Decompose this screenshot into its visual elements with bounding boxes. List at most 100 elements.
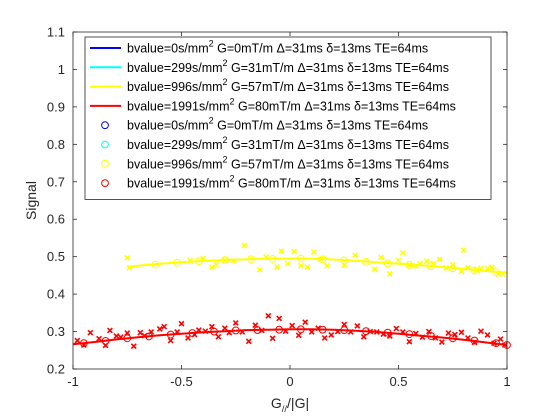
fit-point — [492, 339, 501, 348]
measured-point — [393, 325, 400, 332]
measured-point — [460, 247, 467, 254]
measured-point — [445, 330, 452, 337]
measured-point — [417, 260, 424, 267]
measured-point — [291, 248, 298, 255]
measured-point — [195, 327, 202, 334]
measured-point — [464, 264, 471, 271]
y-tick-label: 0.2 — [47, 362, 65, 377]
y-tick-label: 0.4 — [47, 287, 65, 302]
fit-point — [268, 255, 277, 263]
measured-point — [406, 261, 413, 268]
measured-point — [221, 257, 228, 264]
measured-point — [124, 254, 131, 261]
data-layer — [72, 242, 511, 350]
legend-label-rest: G=31mT/m Δ=31ms δ=13ms TE=64ms — [228, 61, 449, 75]
measured-point — [458, 329, 465, 336]
measured-point — [113, 333, 120, 340]
y-tick-label: 0.7 — [47, 174, 65, 189]
measured-point — [102, 342, 109, 349]
measured-point — [278, 248, 285, 255]
measured-point — [96, 335, 103, 342]
legend-label: bvalue=0s/mm2 G=0mT/m Δ=31ms δ=13ms TE=6… — [127, 39, 428, 56]
measured-point — [386, 270, 393, 277]
y-tick-label: 0.5 — [47, 249, 65, 264]
legend-label-rest: G=80mT/m Δ=31ms δ=13ms TE=64ms — [235, 99, 456, 113]
legend-entry: bvalue=1991s/mm2 G=80mT/m Δ=31ms δ=13ms … — [101, 174, 456, 191]
measured-point — [124, 330, 131, 337]
x-tick-label: -1 — [67, 374, 79, 389]
legend-circle-swatch — [101, 159, 109, 168]
measured-point — [473, 267, 480, 274]
measured-point — [241, 242, 248, 249]
x-tick-label: 0.5 — [389, 374, 407, 389]
measured-point — [371, 266, 378, 273]
axes-layer: -1 -0.5 0 0.5 1 0.2 0.3 0.4 0.5 0.6 0.7 0.8 0.9 1 1.1 G… — [23, 25, 511, 416]
legend-label: bvalue=0s/mm2 G=0mT/m Δ=31ms δ=13ms TE=6… — [127, 116, 428, 133]
measured-point — [200, 255, 207, 262]
measured-point — [360, 333, 367, 340]
measured-point — [191, 331, 198, 338]
measured-point — [263, 254, 270, 261]
measured-point — [74, 337, 81, 344]
y-tick-label: 0.3 — [47, 324, 65, 339]
fit-point — [318, 255, 327, 264]
measured-point — [321, 334, 328, 341]
measured-point — [484, 265, 491, 272]
legend-label-rest: G=57mT/m Δ=31ms δ=13ms TE=64ms — [228, 157, 449, 171]
measured-point — [245, 338, 252, 345]
series-5-measured — [74, 312, 508, 350]
measured-point — [315, 325, 322, 332]
measured-point — [386, 333, 393, 340]
measured-point — [497, 336, 504, 343]
measured-point — [438, 339, 445, 346]
measured-point — [317, 256, 324, 263]
measured-point — [458, 268, 465, 275]
measured-point — [215, 333, 222, 340]
measured-point — [464, 334, 471, 341]
legend-label: bvalue=1991s/mm2 G=80mT/m Δ=31ms δ=13ms … — [127, 174, 456, 191]
legend-entry: bvalue=996s/mm2 G=57mT/m Δ=31ms δ=13ms T… — [101, 154, 449, 171]
measured-point — [412, 263, 419, 269]
measured-point — [471, 339, 478, 346]
measured-point — [425, 328, 432, 335]
fit-point — [123, 334, 132, 343]
y-axis-label: Signal — [23, 181, 39, 220]
y-tick-label: 1 — [58, 62, 65, 77]
measured-point — [156, 325, 163, 332]
measured-point — [354, 322, 361, 329]
measured-point — [117, 334, 124, 341]
legend-label-main: bvalue=1991s/mm — [127, 177, 230, 191]
measured-point — [488, 264, 495, 271]
measured-point — [167, 337, 174, 344]
legend-label-rest: G=57mT/m Δ=31ms δ=13ms TE=64ms — [228, 80, 449, 94]
legend-entry: bvalue=0s/mm2 G=0mT/m Δ=31ms δ=13ms TE=6… — [90, 39, 428, 56]
legend-label-main: bvalue=996s/mm — [127, 80, 223, 94]
measured-point — [126, 264, 133, 271]
measured-point — [423, 258, 430, 265]
measured-point — [412, 330, 419, 337]
measured-point — [380, 331, 387, 338]
measured-point — [282, 328, 289, 335]
x-tick-label: 1 — [503, 374, 510, 389]
series-2-measured — [124, 242, 506, 277]
measured-point — [373, 328, 380, 335]
fit-point — [231, 326, 240, 335]
x-tick-label: -0.5 — [170, 374, 192, 389]
y-tick-label: 0.6 — [47, 212, 65, 227]
fit-point — [173, 258, 182, 267]
measured-point — [395, 257, 402, 264]
measured-point — [252, 322, 259, 329]
measured-point — [221, 325, 228, 332]
legend-circle-swatch — [101, 179, 109, 188]
x-axis-label-suffix: /|G| — [287, 395, 309, 411]
measured-point — [148, 328, 155, 335]
measured-point — [202, 328, 209, 335]
x-axis-label-subscript: // — [282, 404, 288, 415]
measured-point — [187, 257, 194, 264]
measured-point — [449, 261, 456, 268]
measured-point — [232, 319, 239, 326]
measured-point — [265, 312, 272, 319]
measured-point — [274, 264, 280, 271]
legend-label-rest: G=0mT/m Δ=31ms δ=13ms TE=64ms — [214, 119, 428, 133]
